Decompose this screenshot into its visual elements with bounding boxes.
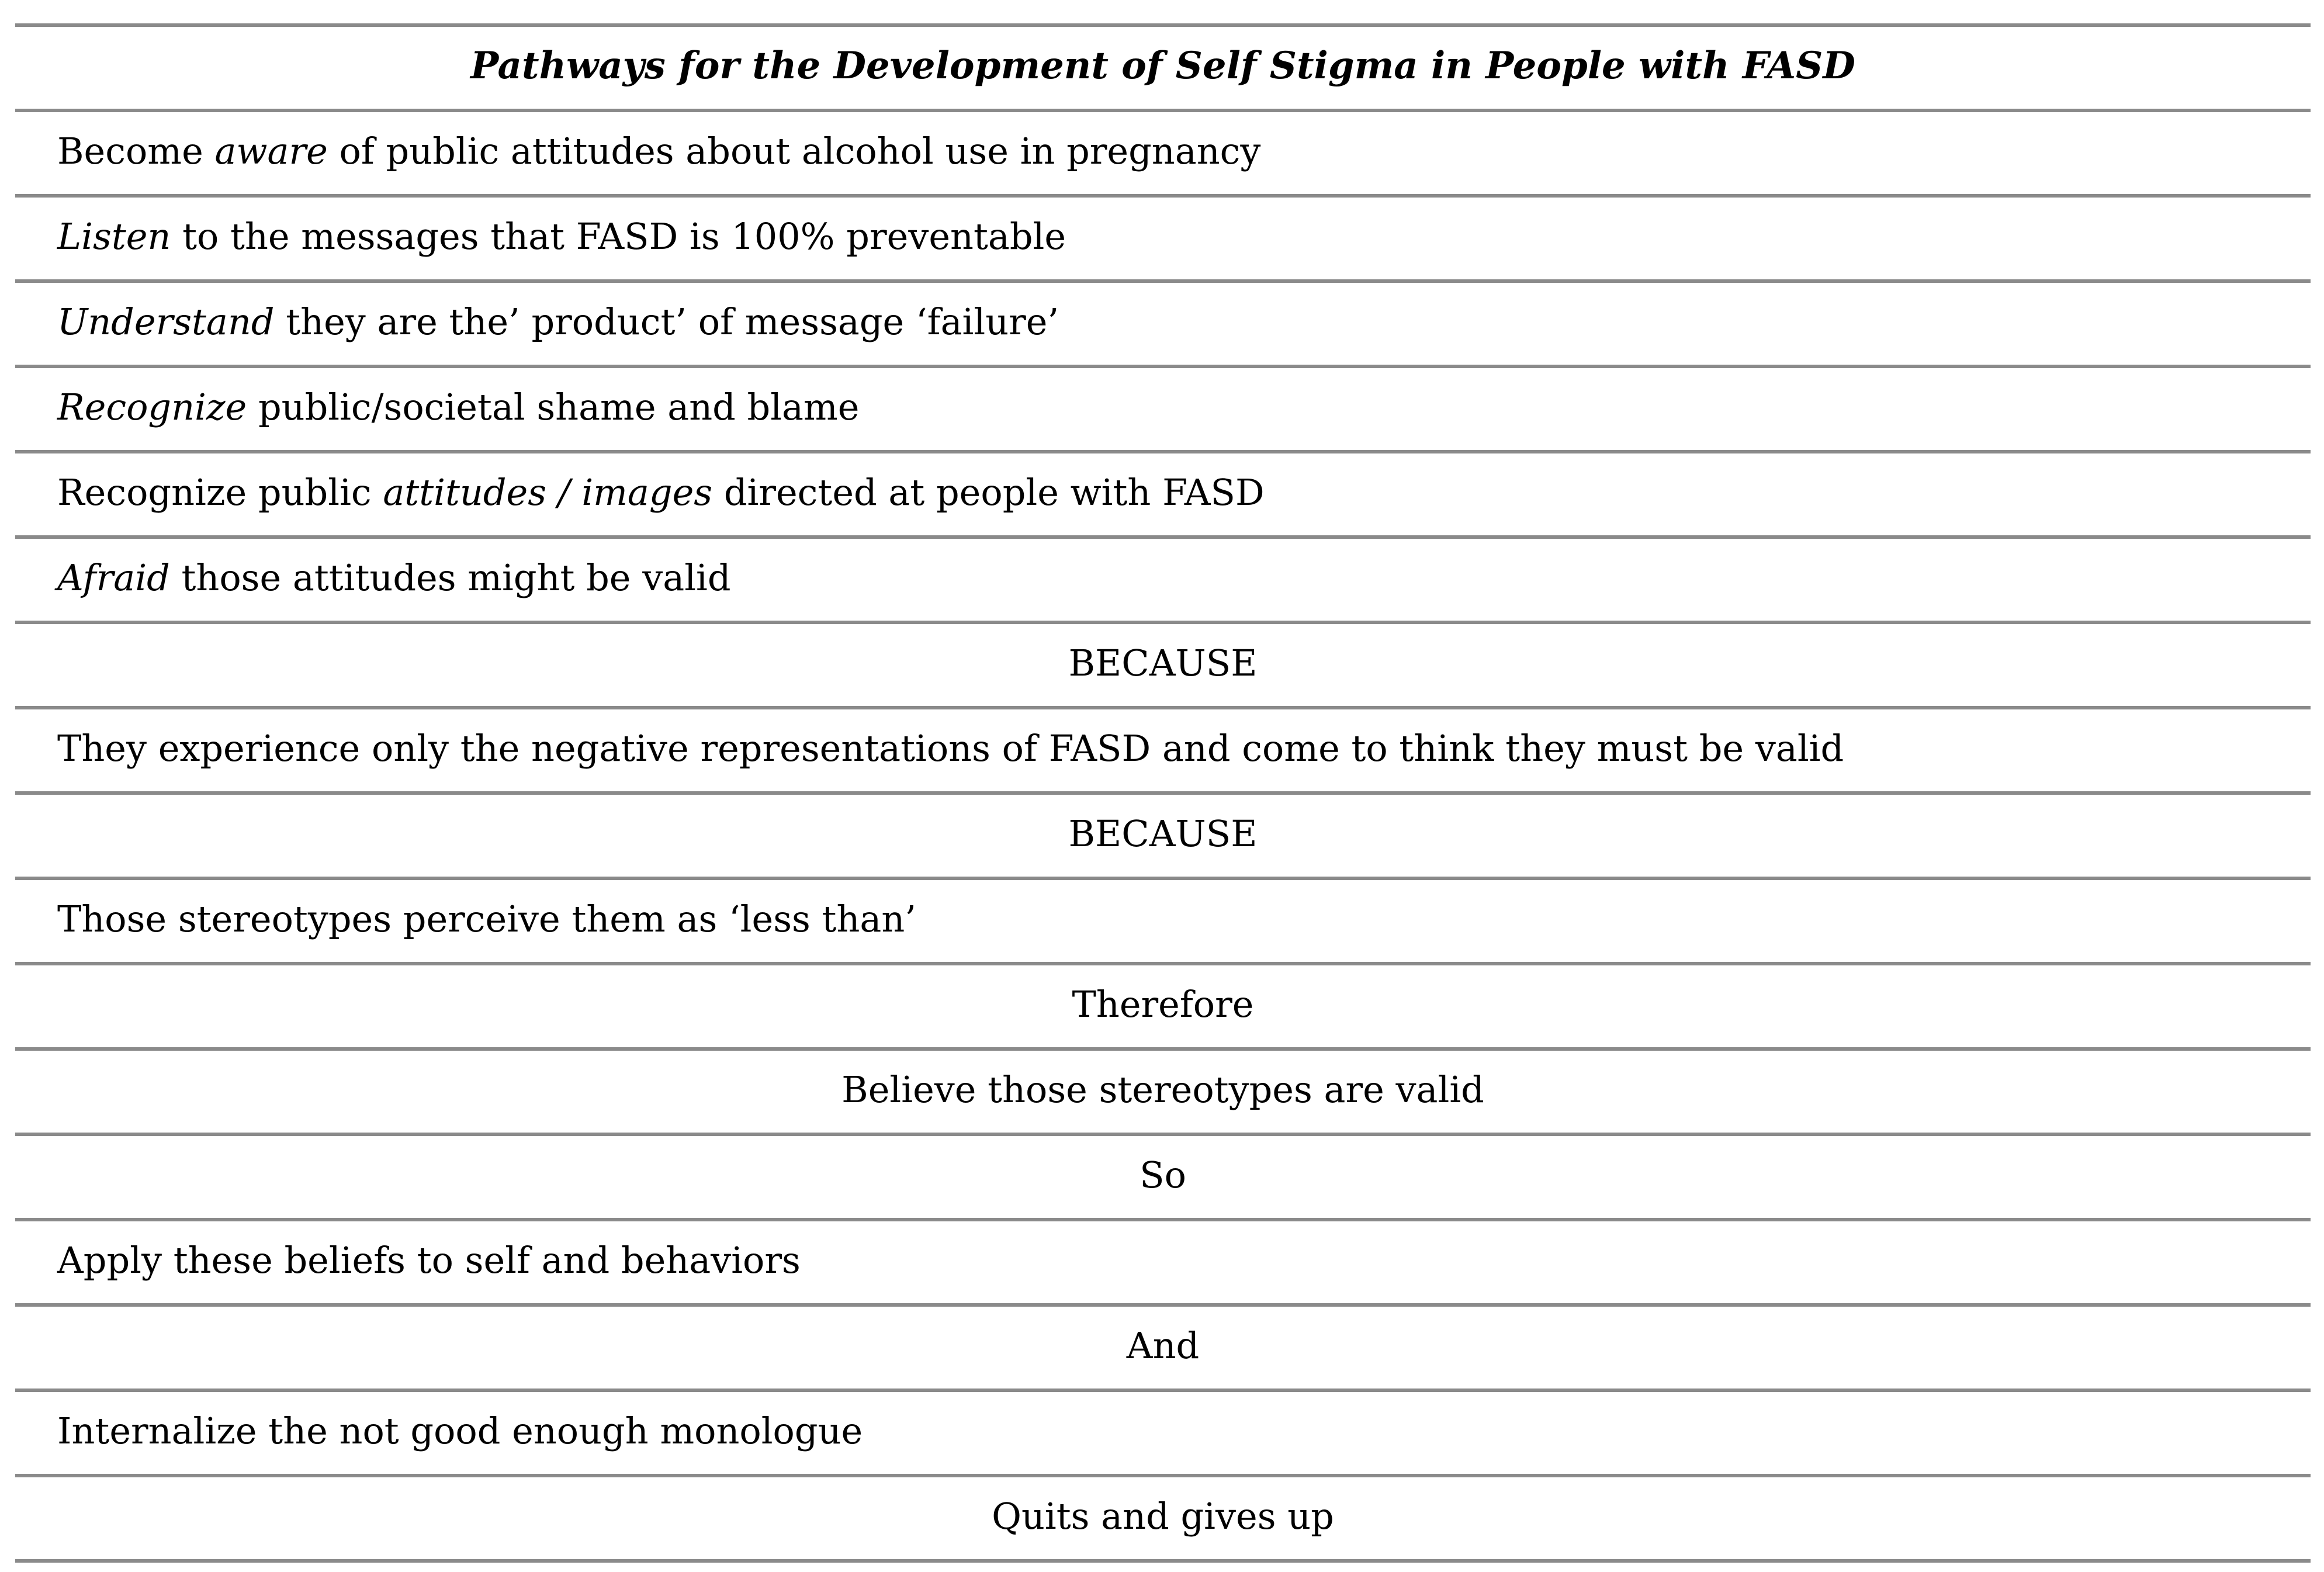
- row-quits: Quits and gives up: [15, 1477, 2311, 1563]
- row-text-segment: Afraid: [57, 556, 170, 599]
- row-because-2: BECAUSE: [15, 795, 2311, 880]
- row-text-segment: directed at people with FASD: [712, 471, 1265, 514]
- title-row: Pathways for the Development of Self Sti…: [15, 27, 2311, 112]
- row-text-segment: They experience only the negative repres…: [57, 727, 1844, 770]
- row-text-segment: aware: [214, 130, 328, 172]
- row-text-segment: Therefore: [1072, 983, 1254, 1026]
- row-because-1: BECAUSE: [15, 624, 2311, 709]
- row-text-segment: those attitudes might be valid: [169, 556, 731, 599]
- row-become-aware: Become aware of public attitudes about a…: [15, 112, 2311, 198]
- row-text-segment: And: [1126, 1324, 1200, 1367]
- row-text-segment: Become: [57, 130, 215, 172]
- row-text-segment: Pathways for the Development of Self Sti…: [470, 44, 1855, 88]
- row-so: So: [15, 1136, 2311, 1221]
- row-text-segment: Recognize public: [57, 471, 383, 514]
- row-text-segment: So: [1140, 1154, 1186, 1196]
- row-apply-beliefs: Apply these beliefs to self and behavior…: [15, 1221, 2311, 1307]
- row-recognize-shame: Recognize public/societal shame and blam…: [15, 368, 2311, 453]
- row-stereotypes-less-than: Those stereotypes perceive them as ‘less…: [15, 880, 2311, 965]
- row-text-segment: Believe those stereotypes are valid: [841, 1068, 1484, 1111]
- row-listen: Listen to the messages that FASD is 100%…: [15, 198, 2311, 283]
- row-text-segment: Internalize the not good enough monologu…: [57, 1410, 863, 1452]
- row-text-segment: Listen: [57, 215, 171, 258]
- row-understand: Understand they are the’ product’ of mes…: [15, 283, 2311, 368]
- row-afraid: Afraid those attitudes might be valid: [15, 539, 2311, 624]
- row-text-segment: Recognize: [57, 386, 247, 428]
- row-recognize-attitudes: Recognize public attitudes / images dire…: [15, 453, 2311, 539]
- row-believe: Believe those stereotypes are valid: [15, 1051, 2311, 1136]
- row-text-segment: they are the’ product’ of message ‘failu…: [274, 300, 1059, 343]
- row-text-segment: public/societal shame and blame: [247, 386, 860, 428]
- row-text-segment: Understand: [57, 300, 275, 343]
- row-internalize: Internalize the not good enough monologu…: [15, 1392, 2311, 1477]
- row-and: And: [15, 1307, 2311, 1392]
- row-text-segment: BECAUSE: [1068, 642, 1258, 684]
- row-text-segment: Quits and gives up: [992, 1495, 1334, 1538]
- pathways-table: Pathways for the Development of Self Sti…: [15, 23, 2311, 1563]
- row-therefore: Therefore: [15, 965, 2311, 1051]
- row-text-segment: Those stereotypes perceive them as ‘less…: [57, 898, 916, 940]
- row-text-segment: attitudes / images: [383, 471, 713, 514]
- row-text-segment: BECAUSE: [1068, 812, 1258, 855]
- row-text-segment: of public attitudes about alcohol use in…: [327, 130, 1261, 172]
- row-text-segment: to the messages that FASD is 100% preven…: [171, 215, 1066, 258]
- row-text-segment: Apply these beliefs to self and behavior…: [57, 1239, 801, 1282]
- row-experience: They experience only the negative repres…: [15, 709, 2311, 795]
